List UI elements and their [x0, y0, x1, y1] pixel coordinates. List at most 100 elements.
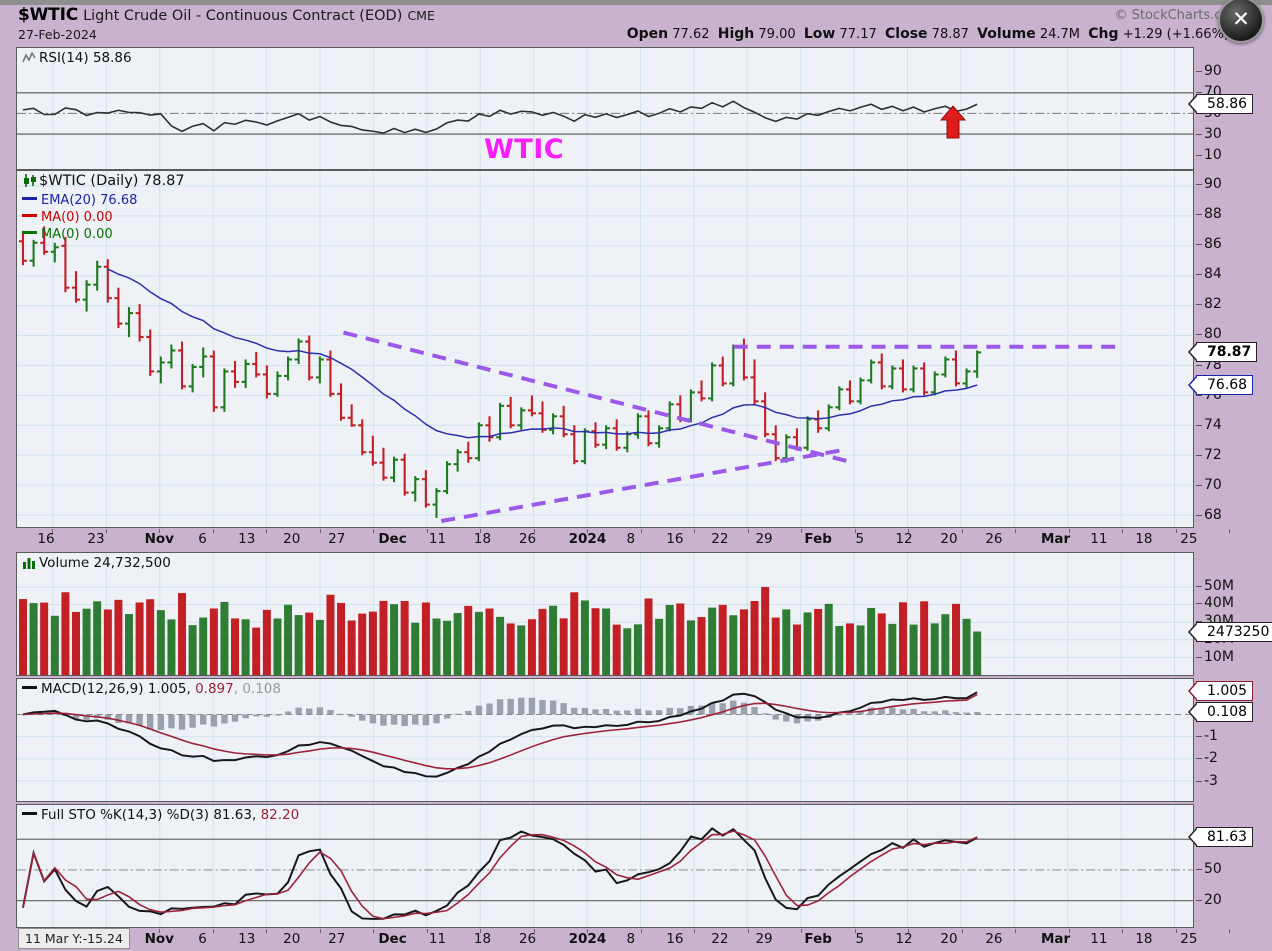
x-axis-tick: [266, 929, 267, 933]
x-axis-tick: [747, 929, 749, 933]
ma-green-name: MA(0): [41, 227, 80, 242]
close-icon[interactable]: [1218, 0, 1264, 43]
y-axis-label: 86: [1204, 236, 1222, 253]
x-axis-label: 6: [198, 531, 207, 547]
x-axis-label: 11: [1090, 931, 1108, 947]
x-axis-tick: [1068, 529, 1070, 533]
y-axis-label: 82: [1204, 296, 1222, 313]
y-axis-label: 50: [1204, 861, 1222, 877]
x-axis-tick: [480, 529, 481, 533]
sto-name: Full STO %K(14,3) %D(3): [41, 807, 210, 823]
macd-legend: MACD(12,26,9) 1.005, 0.897, 0.108: [22, 681, 281, 697]
price-title: $WTIC (Daily): [39, 173, 139, 189]
quote-open-value: 77.62: [672, 27, 710, 42]
ma-red-name: MA(0): [41, 210, 80, 225]
x-axis-tick: [640, 529, 642, 533]
x-axis-tick: [1122, 929, 1123, 933]
quote-high-label: High: [717, 26, 755, 42]
x-axis-label: 23: [87, 531, 105, 547]
y-axis-label: 90: [1204, 176, 1222, 193]
x-axis-tick: [854, 529, 856, 533]
sto-value-k: 81.63: [213, 807, 252, 823]
x-axis-tick: [533, 929, 535, 933]
rsi-panel[interactable]: RSI(14) 58.86: [16, 47, 1194, 170]
macd-hist-flag: 0.108: [1187, 701, 1254, 722]
x-axis-label: 2024: [568, 931, 607, 947]
quote-close-value: 78.87: [931, 27, 969, 42]
y-axis-tick: [1196, 133, 1202, 135]
x-axis-label: 12: [895, 931, 913, 947]
chart-date: 27-Feb-2024: [18, 27, 97, 42]
x-axis-tick: [640, 929, 642, 933]
y-axis-label: 50M: [1204, 577, 1234, 594]
x-axis-tick: [52, 529, 53, 533]
x-axis-tick: [212, 929, 214, 933]
macd-panel[interactable]: MACD(12,26,9) 1.005, 0.897, 0.108: [16, 678, 1194, 802]
y-axis-tick: [1196, 900, 1202, 902]
y-axis-tick: [1196, 154, 1202, 156]
x-axis-label: Mar: [1040, 931, 1071, 947]
x-axis-label: 5: [855, 931, 865, 947]
x-axis-label: 2024: [568, 531, 607, 547]
rsi-name: RSI(14): [39, 50, 89, 66]
chart-header: $WTIC Light Crude Oil - Continuous Contr…: [18, 0, 1264, 43]
x-axis-tick: [908, 929, 909, 933]
x-axis-tick: [373, 529, 374, 533]
x-axis-tick: [1229, 929, 1230, 933]
x-axis-tick: [961, 929, 963, 933]
x-axis-tick: [1175, 929, 1177, 933]
y-axis-tick: [1196, 304, 1202, 306]
x-axis-label: 6: [198, 931, 207, 947]
quote-chg-label: Chg: [1088, 26, 1119, 42]
y-axis-label: 84: [1204, 266, 1222, 283]
y-axis-tick: [1196, 780, 1202, 782]
x-axis-label: 20: [283, 931, 301, 947]
x-axis-tick: [319, 529, 321, 533]
crosshair-readout: 11 Mar Y:-15.24: [18, 928, 130, 949]
y-axis-label: -2: [1204, 750, 1218, 767]
price-value: 78.87: [143, 173, 185, 189]
sto-legend: Full STO %K(14,3) %D(3) 81.63, 82.20: [22, 807, 299, 823]
x-axis-label: 11: [428, 931, 447, 947]
x-axis-bottom: 1623Nov6132027Dec11182620248162229Feb512…: [16, 929, 1230, 951]
macd-value-flag: 1.005: [1187, 681, 1254, 702]
x-axis-tick: [426, 529, 428, 533]
x-axis-tick: [319, 929, 321, 933]
red-up-arrow-annotation: [939, 105, 967, 139]
chart-title: $WTIC Light Crude Oil - Continuous Contr…: [18, 5, 435, 25]
y-axis-tick: [1196, 274, 1202, 276]
y-axis-tick: [1196, 484, 1202, 486]
ma-green-swatch: [22, 231, 37, 234]
x-axis-tick: [801, 529, 802, 533]
y-axis-label: 80: [1204, 326, 1222, 343]
x-axis-tick: [587, 929, 588, 933]
macd-name: MACD(12,26,9): [41, 681, 144, 697]
quote-high-value: 79.00: [758, 27, 796, 42]
rsi-legend: RSI(14) 58.86: [22, 50, 132, 66]
x-axis-label: 25: [1180, 531, 1198, 547]
volume-panel[interactable]: Volume 24,732,500: [16, 552, 1194, 676]
y-axis-label: 90: [1204, 62, 1222, 79]
overlay-ma-red: MA(0) 0.00: [22, 210, 113, 225]
volume-value: 24,732,500: [93, 555, 171, 571]
x-axis-label: 27: [328, 531, 346, 547]
ema20-value: 76.68: [100, 193, 138, 208]
price-panel[interactable]: $WTIC (Daily) 78.87 EMA(20) 76.68 MA(0) …: [16, 170, 1194, 528]
stochastic-panel[interactable]: Full STO %K(14,3) %D(3) 81.63, 82.20: [16, 804, 1194, 928]
y-axis-tick: [1196, 758, 1202, 760]
symbol-ticker: $WTIC: [18, 5, 78, 25]
volume-name: Volume: [39, 555, 90, 571]
x-axis-tick: [694, 529, 695, 533]
volume-plot: [17, 553, 1193, 675]
x-axis-tick: [426, 929, 428, 933]
y-axis-label: 40M: [1204, 595, 1234, 612]
x-axis-label: Feb: [804, 931, 832, 947]
quote-volume-value: 24.7M: [1039, 27, 1081, 42]
y-axis-tick: [1196, 514, 1202, 516]
x-axis-tick: [1122, 529, 1123, 533]
rsi-value: 58.86: [92, 50, 132, 66]
y-axis-tick: [1196, 214, 1202, 216]
macd-value-main: 1.005: [147, 681, 187, 697]
y-axis-tick: [1196, 585, 1202, 587]
rsi-icon: [22, 52, 36, 63]
